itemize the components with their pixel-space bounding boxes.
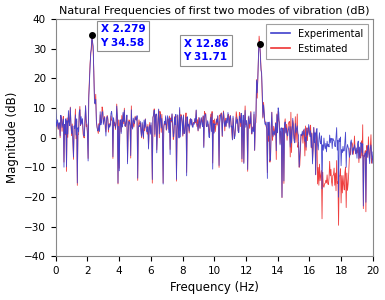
- X-axis label: Frequency (Hz): Frequency (Hz): [170, 281, 259, 294]
- Legend: Experimental, Estimated: Experimental, Estimated: [266, 24, 368, 58]
- Text: X 2.279
Y 34.58: X 2.279 Y 34.58: [100, 24, 145, 47]
- Title: Natural Frequencies of first two modes of vibration (dB): Natural Frequencies of first two modes o…: [59, 6, 370, 16]
- Y-axis label: Magnitude (dB): Magnitude (dB): [5, 92, 18, 183]
- Text: X 12.86
Y 31.71: X 12.86 Y 31.71: [184, 39, 228, 62]
